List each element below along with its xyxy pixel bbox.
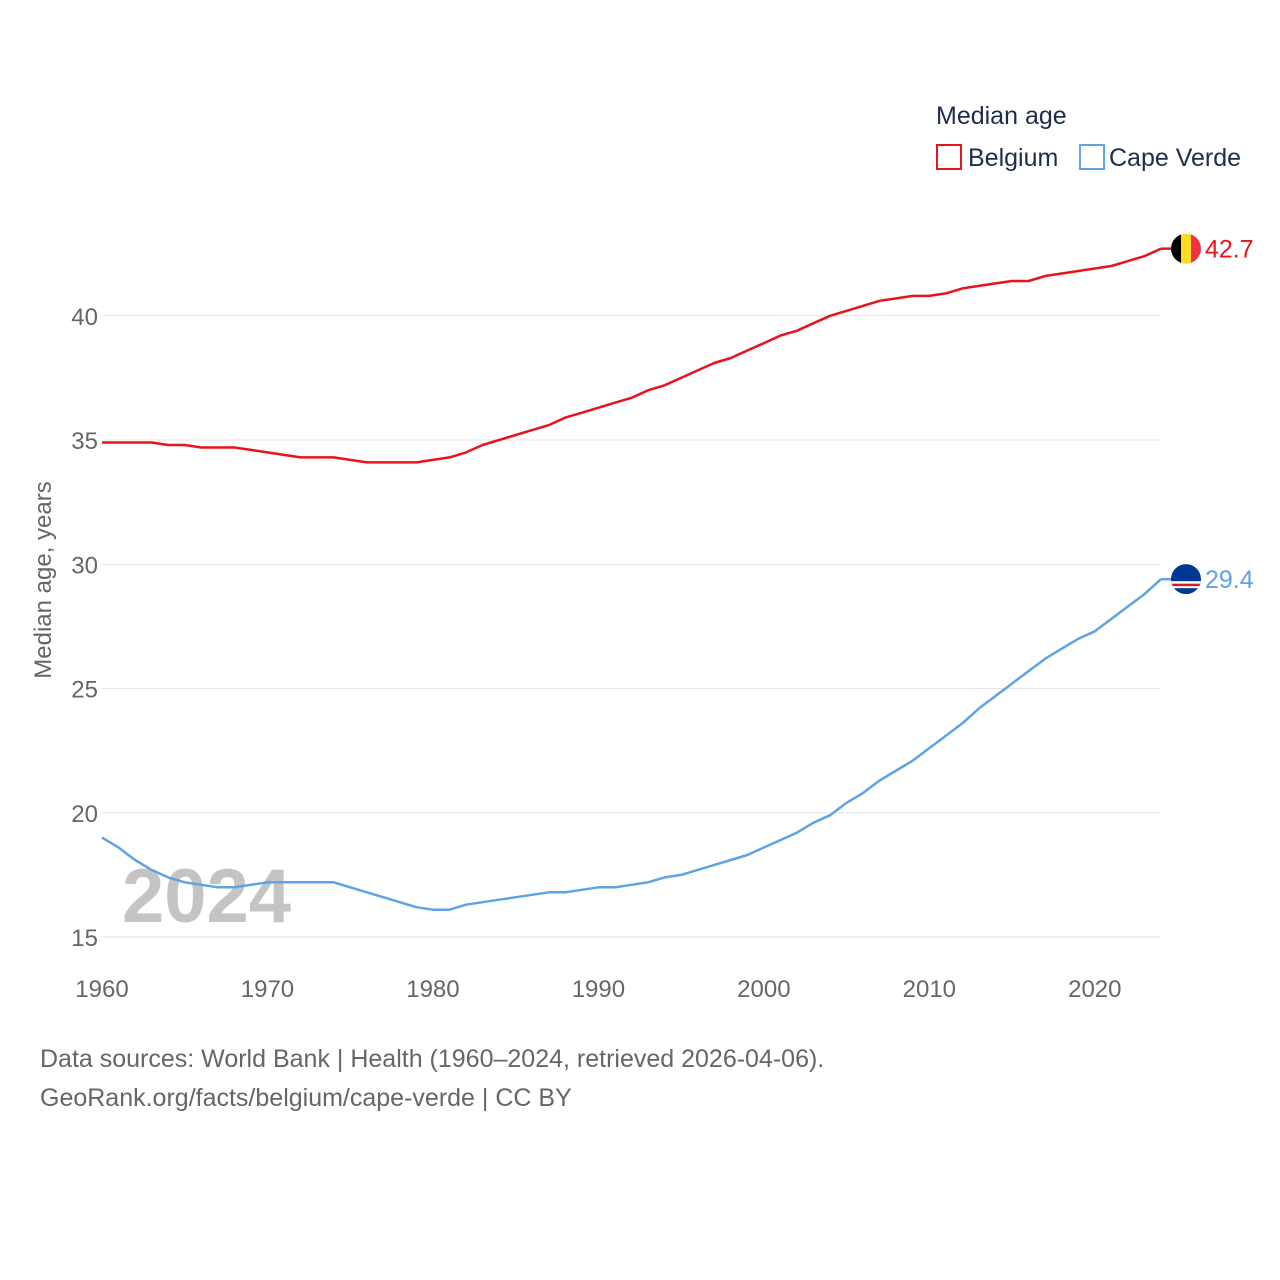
y-tick-40: 40 bbox=[71, 304, 98, 331]
legend-swatch-belgium[interactable] bbox=[936, 144, 962, 170]
legend-title: Median age bbox=[936, 102, 1067, 130]
x-tick-1990: 1990 bbox=[572, 976, 625, 1003]
source-line-2[interactable]: GeoRank.org/facts/belgium/cape-verde | C… bbox=[40, 1084, 572, 1112]
y-tick-35: 35 bbox=[71, 428, 98, 455]
y-tick-30: 30 bbox=[71, 552, 98, 579]
x-tick-1980: 1980 bbox=[406, 976, 459, 1003]
legend-label-belgium[interactable]: Belgium bbox=[968, 144, 1058, 172]
source-line-1: Data sources: World Bank | Health (1960–… bbox=[40, 1045, 825, 1073]
y-tick-20: 20 bbox=[71, 801, 98, 828]
x-tick-2010: 2010 bbox=[903, 976, 956, 1003]
gridlines bbox=[102, 315, 1161, 938]
series-line-cape-verde[interactable] bbox=[101, 578, 1162, 911]
end-label-cape-verde: 29.4 bbox=[1205, 566, 1254, 594]
line-chart: Median age Belgium Cape Verde 15 20 25 30 35… bbox=[30, 102, 1254, 1003]
x-tick-2000: 2000 bbox=[737, 976, 790, 1003]
legend-label-cape-verde[interactable]: Cape Verde bbox=[1109, 144, 1241, 172]
series-line-belgium[interactable] bbox=[102, 247, 1162, 464]
y-tick-25: 25 bbox=[71, 677, 98, 704]
cape-verde-flag-icon bbox=[1171, 564, 1201, 595]
x-tick-1960: 1960 bbox=[75, 976, 128, 1003]
x-axis-ticks: 1960 1970 1980 1990 2000 2010 2020 bbox=[75, 976, 1121, 1003]
x-tick-1970: 1970 bbox=[241, 976, 294, 1003]
end-label-belgium: 42.7 bbox=[1205, 236, 1254, 264]
x-tick-2020: 2020 bbox=[1068, 976, 1121, 1003]
y-axis-label: Median age, years bbox=[30, 481, 57, 678]
y-axis-ticks: 15 20 25 30 35 40 bbox=[71, 304, 98, 952]
legend: Median age Belgium Cape Verde bbox=[936, 102, 1241, 172]
end-markers: 42.7 29.4 bbox=[1161, 233, 1254, 595]
series-lines bbox=[101, 247, 1162, 911]
legend-swatch-cape-verde[interactable] bbox=[1079, 144, 1105, 170]
y-tick-15: 15 bbox=[71, 925, 98, 952]
belgium-flag-icon bbox=[1171, 233, 1201, 264]
